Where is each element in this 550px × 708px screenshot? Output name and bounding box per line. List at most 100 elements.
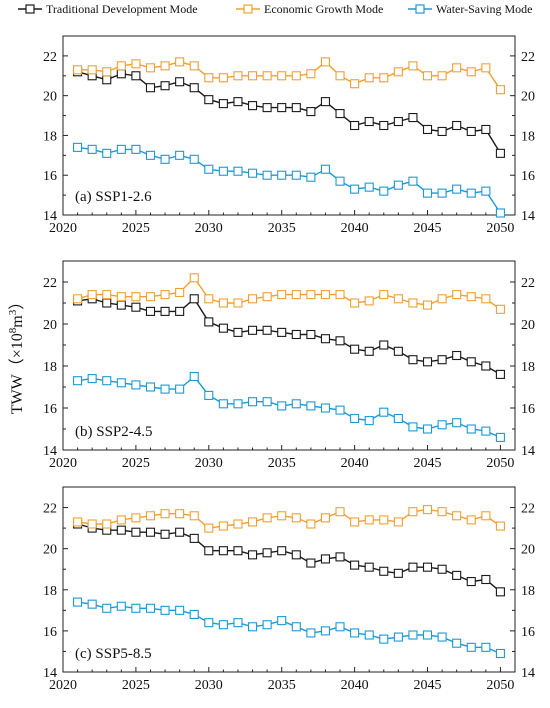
data-point [262, 548, 272, 558]
y-tick-label: 22 [521, 502, 535, 517]
data-point [116, 378, 126, 388]
series-line [77, 523, 501, 593]
data-point [116, 144, 126, 154]
data-point [175, 57, 185, 67]
data-point [102, 519, 112, 529]
data-point [233, 546, 243, 556]
data-point [335, 405, 345, 415]
data-point [350, 344, 360, 354]
data-point [291, 399, 301, 409]
data-point [393, 180, 403, 190]
data-point [145, 511, 156, 521]
data-point [189, 273, 199, 283]
data-point [306, 519, 316, 529]
data-point [116, 61, 126, 71]
data-point [306, 172, 316, 182]
data-point [379, 73, 389, 83]
data-point [218, 620, 228, 630]
x-tick-label: 2040 [341, 221, 369, 236]
data-point [495, 369, 505, 379]
data-point [481, 294, 491, 304]
y-tick-label: 16 [43, 169, 57, 184]
data-point [379, 340, 389, 350]
data-point [175, 605, 185, 615]
legend-item: Traditional Development Mode [18, 2, 198, 16]
y-tick-label: 16 [521, 625, 535, 640]
data-point [364, 182, 374, 192]
data-point [175, 509, 185, 519]
data-point [422, 71, 433, 81]
data-point [320, 164, 331, 174]
data-point [175, 527, 185, 537]
y-tick-label: 16 [43, 402, 57, 417]
data-point [481, 63, 491, 73]
plot-frame [62, 35, 516, 216]
data-point [335, 336, 345, 346]
x-tick-label: 2025 [122, 221, 150, 236]
series [73, 273, 505, 314]
data-point [335, 109, 345, 119]
data-point [393, 517, 403, 527]
x-tick-label: 2050 [486, 678, 514, 693]
data-point [277, 616, 287, 626]
legend-marker [25, 4, 35, 14]
data-point [218, 99, 228, 109]
data-point [393, 346, 403, 356]
data-point [277, 546, 287, 556]
data-point [320, 97, 331, 107]
data-point [204, 73, 214, 83]
data-point [73, 376, 83, 386]
data-point [73, 142, 83, 152]
data-point [350, 120, 360, 131]
y-tick-label: 16 [521, 402, 535, 417]
legend-label: Water-Saving Mode [436, 2, 532, 16]
x-tick-label: 2030 [195, 456, 223, 471]
data-point [408, 298, 418, 308]
data-point [422, 188, 433, 198]
x-tick-label: 2050 [486, 221, 514, 236]
data-point [437, 126, 447, 137]
data-point [495, 521, 505, 531]
data-point [364, 346, 374, 356]
data-point [393, 67, 403, 77]
data-point [452, 511, 462, 521]
data-point [452, 120, 462, 131]
data-point [466, 577, 476, 587]
data-point [204, 618, 214, 628]
x-tick-label: 2045 [414, 221, 442, 236]
data-point [102, 298, 112, 308]
data-point [481, 511, 491, 521]
data-point [379, 634, 389, 644]
data-point [175, 150, 185, 160]
data-point [131, 527, 141, 537]
data-point [102, 75, 112, 85]
data-point [408, 422, 418, 432]
series [73, 67, 505, 158]
x-tick-label: 2025 [122, 456, 150, 471]
data-point [466, 126, 476, 137]
y-tick-label: 14 [43, 666, 57, 681]
data-point [422, 357, 433, 367]
x-tick-label: 2020 [49, 456, 77, 471]
data-point [379, 290, 389, 300]
y-tick-label: 16 [43, 625, 57, 640]
data-point [495, 304, 505, 314]
data-point [175, 384, 185, 394]
data-point [116, 601, 126, 611]
data-point [247, 294, 258, 304]
data-point [218, 546, 228, 556]
data-point [160, 154, 170, 164]
legend-marker [243, 4, 253, 14]
series [73, 57, 505, 95]
data-point [102, 148, 112, 158]
data-point [131, 292, 141, 302]
data-point [189, 371, 199, 382]
y-tick-label: 18 [43, 360, 57, 375]
y-tick-label: 14 [521, 444, 535, 459]
y-tick-label: 22 [521, 276, 535, 291]
data-point [277, 290, 287, 300]
data-point [422, 505, 433, 515]
data-point [189, 533, 199, 543]
data-point [160, 290, 170, 300]
